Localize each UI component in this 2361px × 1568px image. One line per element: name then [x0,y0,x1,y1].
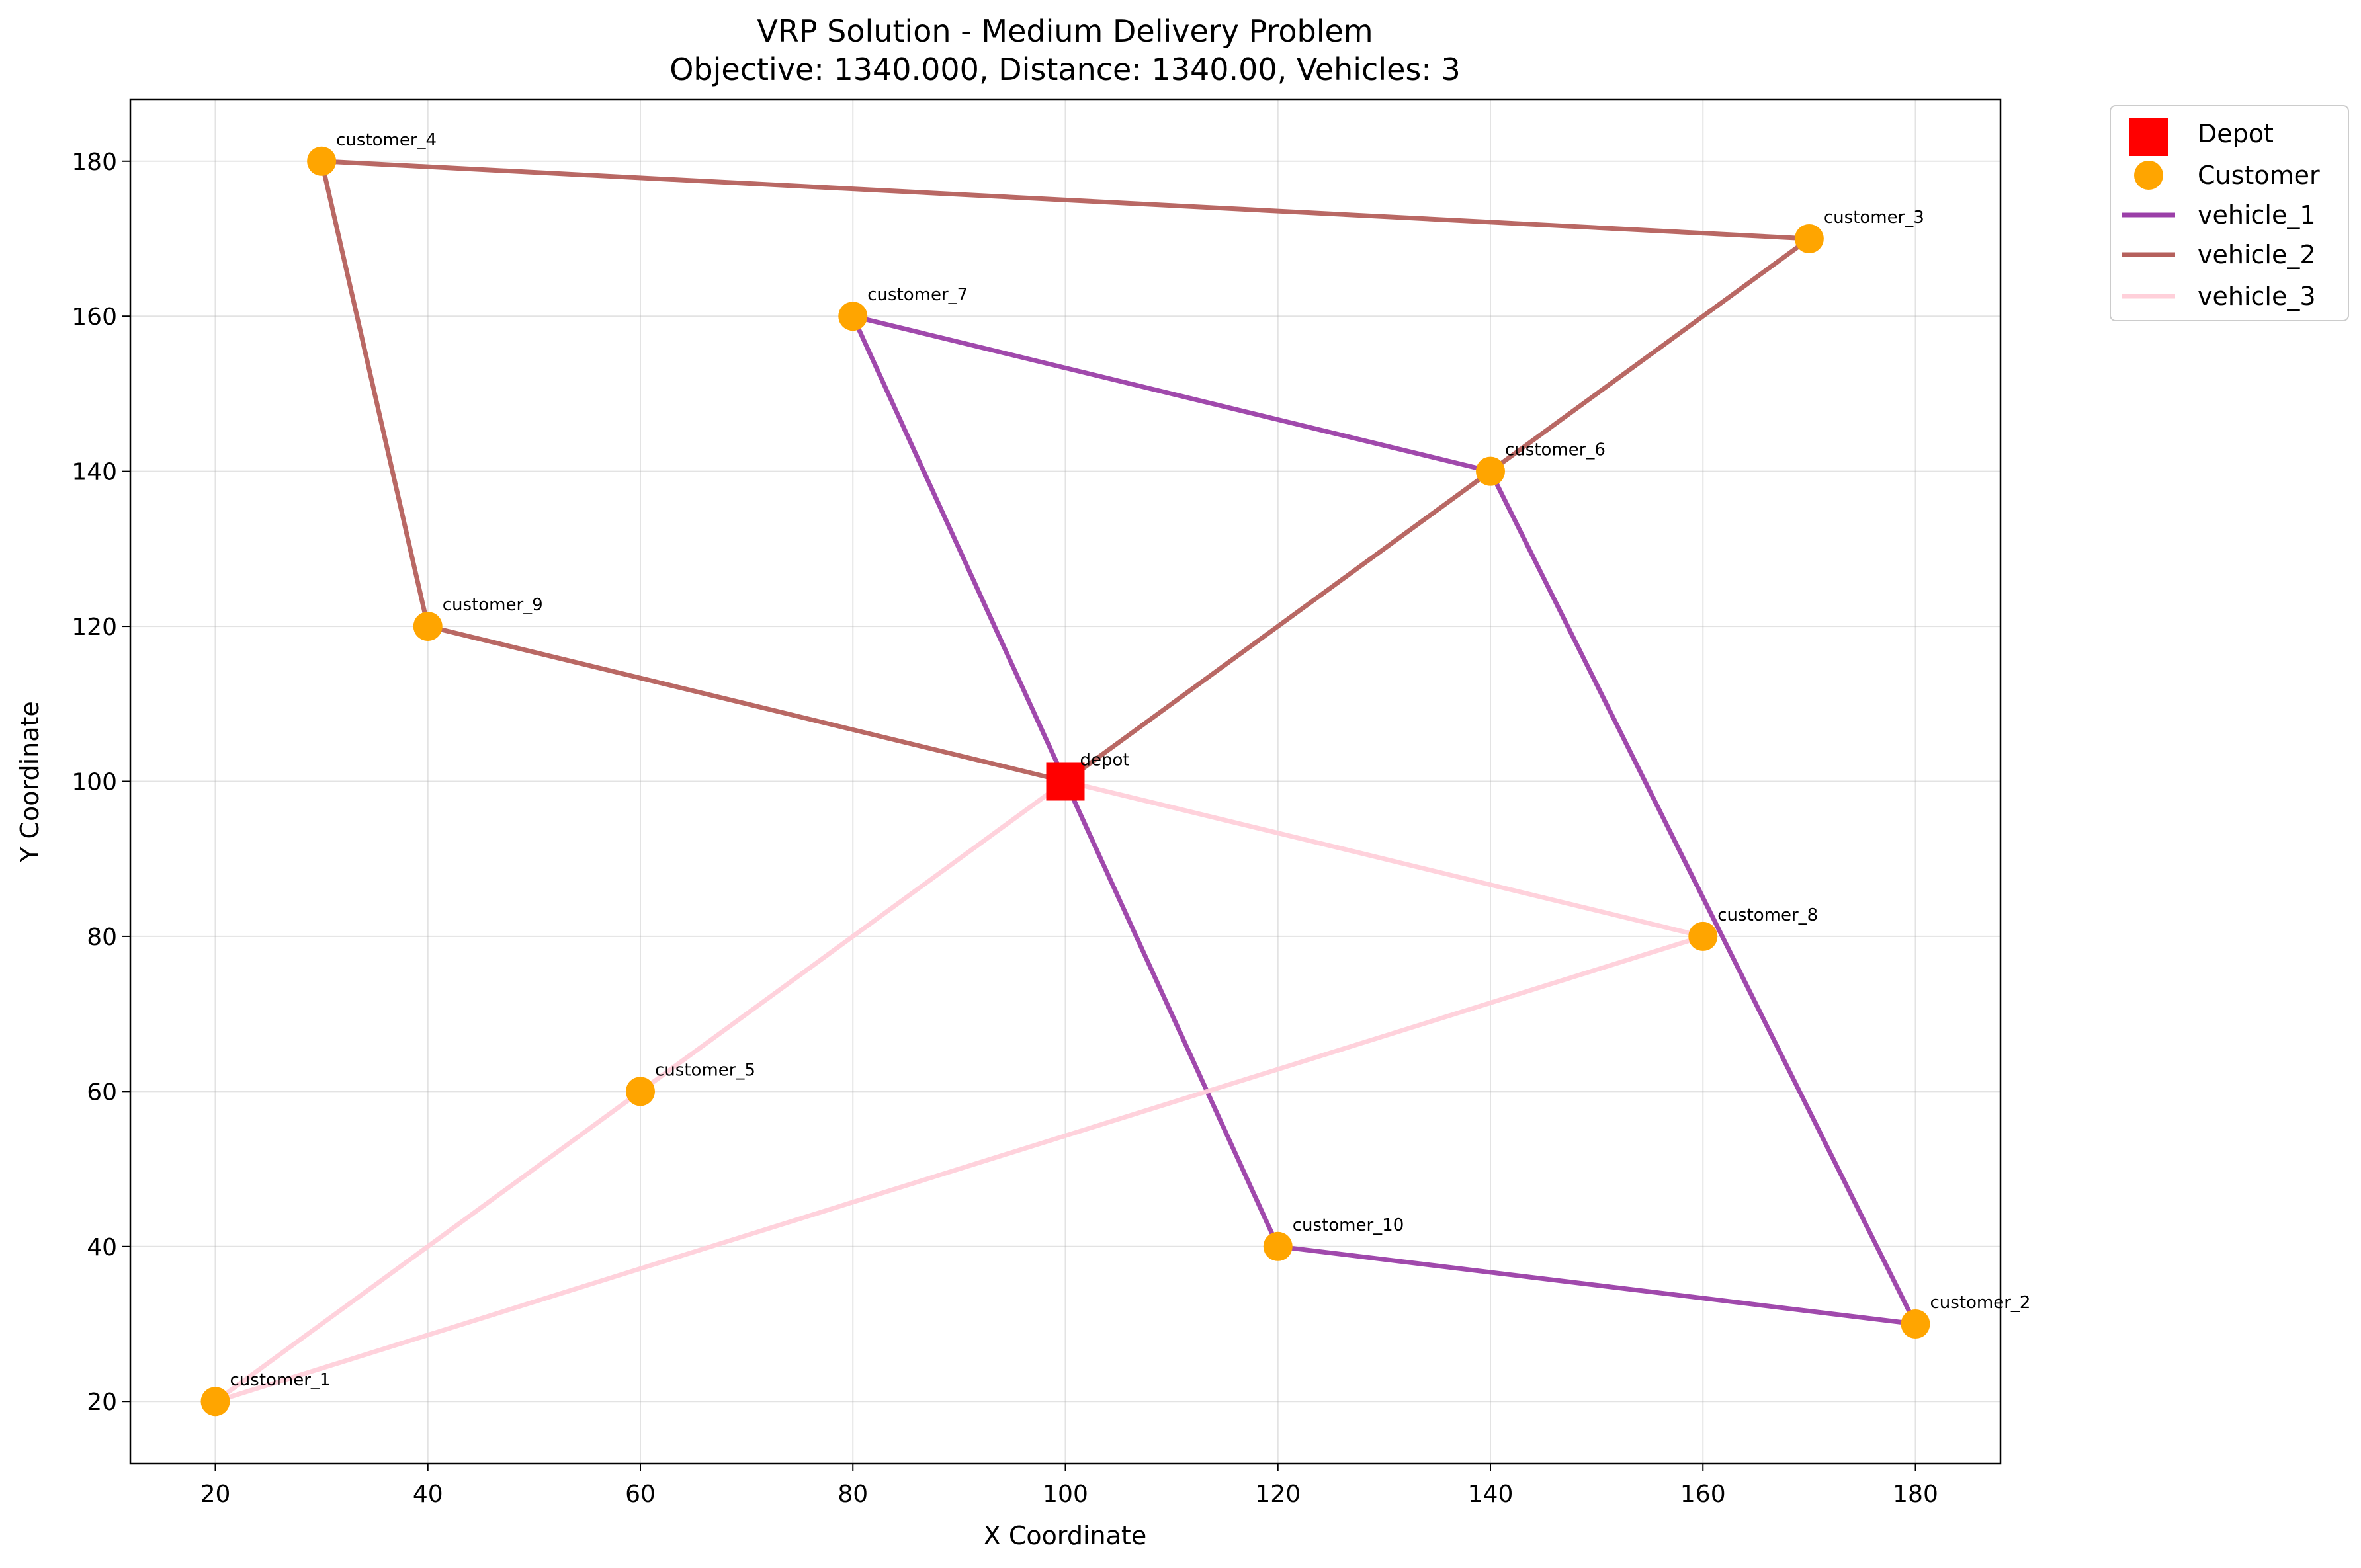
legend-customer-marker [2134,161,2163,190]
y-axis-label: Y Coordinate [15,701,44,863]
legend: Depot Customer vehicle_1 vehicle_2 vehic… [2110,105,2349,321]
depot-label: depot [1080,751,1130,770]
customer-label: customer_5 [655,1060,755,1080]
legend-frame [2110,105,2349,321]
customer-label: customer_7 [867,285,968,305]
depot-point [1046,762,1085,801]
y-tick-label: 140 [71,459,117,486]
y-tick-label: 20 [87,1389,117,1416]
x-tick-label: 140 [1468,1481,1514,1508]
x-tick-label: 100 [1043,1481,1088,1508]
customer-label: customer_3 [1824,208,1924,227]
legend-vehicle-3-label: vehicle_3 [2198,282,2316,311]
x-tick-label: 120 [1255,1481,1301,1508]
y-tick-label: 180 [71,149,117,176]
chart-title: VRP Solution - Medium Delivery Problem [757,13,1373,49]
route-vehicle-1 [850,313,1918,1327]
x-axis-ticks: 20 40 60 80 100 120 140 160 180 [200,1464,1938,1508]
x-tick-label: 20 [200,1481,231,1508]
x-tick-label: 180 [1893,1481,1938,1508]
customer-point [1901,1309,1930,1339]
chart-subtitle: Objective: 1340.000, Distance: 1340.00, … [669,52,1461,87]
customer-point [307,146,337,176]
customer-point [626,1077,655,1106]
y-axis-ticks: 20 40 60 80 100 120 140 160 180 [71,149,130,1416]
legend-customer-label: Customer [2198,161,2320,190]
customer-label: customer_9 [443,595,543,615]
legend-vehicle-2-label: vehicle_2 [2198,240,2316,269]
customer-point [1263,1231,1293,1261]
customer-label: customer_10 [1293,1216,1404,1235]
x-tick-label: 40 [413,1481,443,1508]
customer-label: customer_2 [1930,1293,2031,1313]
y-tick-label: 100 [71,769,117,796]
point-labels: customer_1 customer_2 customer_3 customer_4… [230,130,2031,1390]
y-tick-label: 60 [87,1079,117,1106]
customer-label: customer_1 [230,1370,331,1390]
x-tick-label: 160 [1680,1481,1726,1508]
customer-point [200,1387,230,1417]
customer-point [838,302,868,331]
y-tick-label: 160 [71,304,117,331]
customer-label: customer_8 [1717,905,1818,925]
legend-depot-label: Depot [2198,119,2274,148]
customer-point [1794,224,1824,253]
legend-vehicle-1-label: vehicle_1 [2198,200,2316,229]
points [200,146,1930,1417]
x-tick-label: 80 [837,1481,868,1508]
y-tick-label: 80 [87,924,117,951]
legend-depot-marker [2129,118,2168,156]
y-tick-label: 40 [87,1234,117,1261]
customer-point [1476,456,1505,486]
route-vehicle-2 [319,159,1812,784]
customer-point [413,612,443,641]
x-tick-label: 60 [625,1481,656,1508]
customer-label: customer_4 [336,130,437,150]
x-axis-label: X Coordinate [984,1521,1146,1550]
customer-label: customer_6 [1505,440,1606,460]
y-tick-label: 120 [71,614,117,641]
customer-point [1688,921,1718,951]
